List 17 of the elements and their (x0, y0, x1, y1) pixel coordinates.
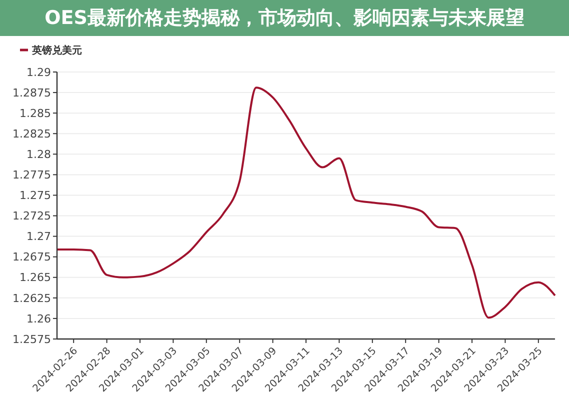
y-tick-label: 1.2625 (12, 292, 51, 305)
y-tick-label: 1.2675 (12, 250, 51, 264)
line-series (56, 86, 556, 319)
y-tick-label: 1.275 (20, 189, 51, 202)
legend-label: 英镑兑美元 (31, 44, 82, 56)
y-tick-label: 1.285 (20, 106, 51, 120)
y-tick-label: 1.29 (26, 66, 51, 79)
y-tick-label: 1.26 (26, 312, 51, 326)
chart-title: OES最新价格走势揭秘，市场动向、影响因素与未来展望 (44, 6, 526, 31)
y-tick-label: 1.2775 (12, 168, 51, 182)
y-tick-label: 1.27 (26, 230, 51, 244)
y-tick-label: 1.2825 (12, 127, 51, 140)
y-tick-label: 1.265 (20, 271, 51, 284)
y-tick-label: 1.28 (26, 148, 51, 162)
y-tick-label: 1.2875 (12, 86, 51, 100)
y-tick-label: 1.2575 (12, 332, 51, 346)
y-tick-label: 1.2725 (12, 210, 51, 223)
